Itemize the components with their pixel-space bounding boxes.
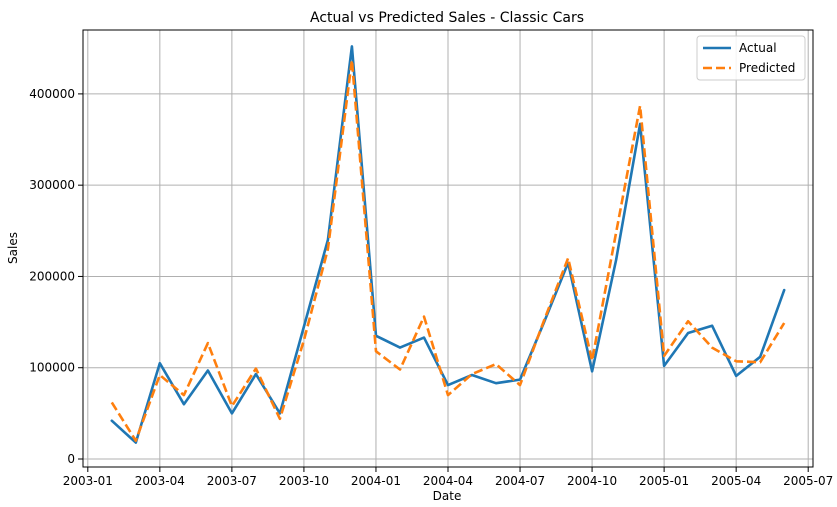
legend-label-actual: Actual	[739, 41, 777, 55]
legend-label-predicted: Predicted	[739, 61, 795, 75]
y-tick-label: 0	[67, 452, 75, 466]
x-tick-label: 2003-04	[135, 474, 185, 488]
x-tick-label: 2005-07	[783, 474, 833, 488]
chart-title: Actual vs Predicted Sales - Classic Cars	[310, 10, 584, 26]
x-tick-label: 2004-10	[567, 474, 617, 488]
series-line-actual	[110, 45, 786, 444]
x-tick-label: 2005-04	[711, 474, 761, 488]
y-tick-label: 200000	[29, 269, 75, 283]
x-tick-label: 2003-07	[207, 474, 257, 488]
x-axis-label: Date	[433, 489, 462, 503]
legend: Actual Predicted	[696, 35, 806, 81]
x-tick-label: 2004-01	[351, 474, 401, 488]
y-axis-label: Sales	[6, 232, 20, 264]
y-tick-label: 300000	[29, 178, 75, 192]
x-tick-label: 2004-04	[423, 474, 473, 488]
x-tick-label: 2005-01	[639, 474, 689, 488]
y-tick-label: 400000	[29, 87, 75, 101]
grid-lines	[83, 30, 813, 467]
x-tick-label: 2003-01	[63, 474, 113, 488]
y-tick-label: 100000	[29, 361, 75, 375]
y-axis-ticks: 0 100000 200000 300000 400000	[29, 87, 83, 466]
x-tick-label: 2004-07	[495, 474, 545, 488]
series-line-predicted	[110, 58, 786, 443]
series-lines	[110, 45, 786, 444]
x-axis-ticks: 2003-01 2003-04 2003-07 2003-10 2004-01 2004-…	[63, 467, 833, 488]
x-tick-label: 2003-10	[279, 474, 329, 488]
